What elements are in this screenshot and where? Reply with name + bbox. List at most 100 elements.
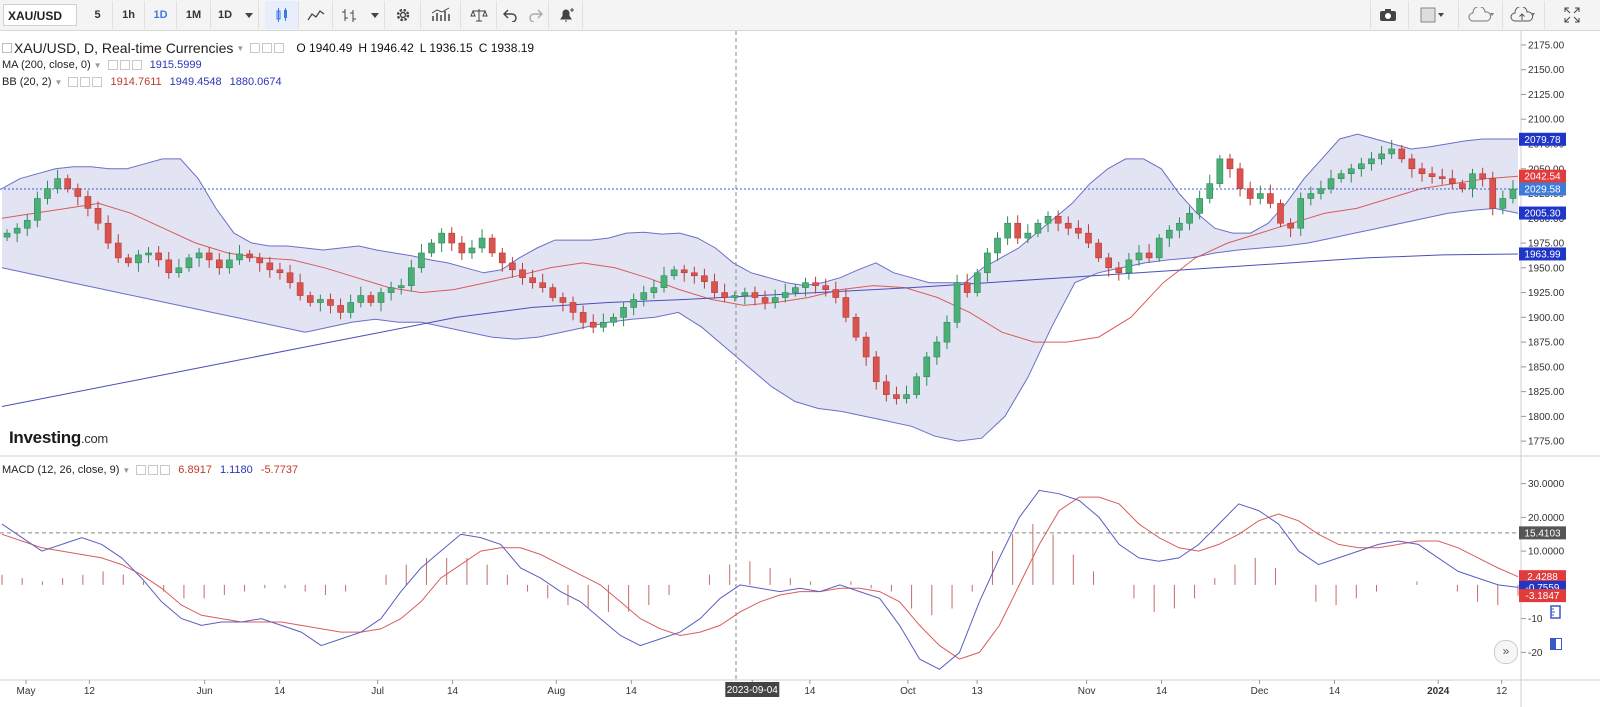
gear-icon[interactable] (262, 43, 273, 53)
bb-mid-value: 1914.7611 (110, 76, 162, 88)
candles-icon[interactable] (265, 1, 299, 29)
candle-body (610, 317, 617, 323)
y-tick-label: 2175.00 (1528, 40, 1565, 51)
candle-body (114, 242, 122, 259)
candle-body (1186, 213, 1193, 224)
interval-1m-button[interactable]: 1M (177, 1, 211, 29)
y-tick-label: 2150.00 (1528, 65, 1565, 76)
candle-body (458, 242, 466, 254)
alert-icon[interactable] (549, 1, 583, 29)
candle-body (620, 307, 627, 318)
interval-1d-button[interactable]: 1D (145, 1, 177, 29)
eye-icon[interactable] (107, 60, 118, 70)
candle-body (1054, 216, 1062, 224)
candle-body (761, 297, 769, 303)
price-tag-label: 2042.54 (1524, 172, 1561, 183)
candle-body (933, 341, 941, 358)
candle-body (377, 292, 385, 303)
candle-body (165, 259, 173, 274)
candle-body (994, 237, 1001, 254)
chevron-down-icon[interactable] (239, 1, 259, 29)
price-tag (1519, 182, 1566, 196)
interval-select-button[interactable]: 1D (217, 9, 233, 21)
chevron-down-icon[interactable]: ▼ (93, 60, 102, 70)
ruler-icon[interactable] (1548, 604, 1564, 620)
y-tick-label: 1825.00 (1528, 387, 1565, 398)
candle-body (943, 321, 951, 343)
gear-icon[interactable] (80, 77, 91, 87)
ma-label: MA (200, close, 0) (2, 59, 91, 71)
candle-body (327, 299, 334, 306)
dropdown-icon[interactable] (365, 1, 385, 29)
close-icon[interactable] (274, 43, 285, 53)
y-tick-label: 1975.00 (1528, 239, 1565, 250)
cloud-upload-icon[interactable] (1502, 1, 1543, 29)
price-chart[interactable]: 2175.002150.002125.002100.002075.002050.… (0, 31, 1600, 707)
candle-body (1196, 198, 1203, 214)
candle-body (953, 282, 961, 323)
candle-body (802, 282, 809, 288)
candle-body (84, 196, 92, 209)
scroll-right-button[interactable]: » (1494, 640, 1518, 664)
gear-icon[interactable] (148, 465, 159, 475)
close-icon[interactable] (131, 60, 142, 70)
candle-body (23, 219, 31, 229)
candle-body (509, 262, 516, 271)
candle-body (781, 292, 789, 298)
close-icon[interactable] (92, 77, 103, 87)
ma-value: 1915.5999 (149, 59, 202, 71)
macd-line (1, 489, 1519, 670)
line-chart-icon[interactable] (299, 1, 333, 29)
collapse-icon[interactable] (2, 43, 12, 53)
legend-tools[interactable] (250, 43, 285, 53)
bb-legend: BB (20, 2) ▼ 1914.7611 1949.4548 1880.06… (2, 76, 282, 88)
y-tick-label: 1900.00 (1528, 313, 1565, 324)
settings-icon[interactable] (385, 1, 421, 29)
eye-icon[interactable] (68, 77, 79, 87)
x-tick-label: Jul (371, 686, 384, 697)
candle-body (670, 269, 678, 277)
candle-body (266, 262, 274, 271)
chevron-down-icon[interactable]: ▼ (54, 77, 63, 87)
interval-1h-button[interactable]: 1h (113, 1, 145, 29)
chevron-down-icon[interactable]: ▼ (236, 43, 245, 53)
bars-icon[interactable] (333, 1, 365, 29)
toolbar: XAU/USD 5 1h 1D 1M 1D (0, 0, 1600, 31)
macd-signal-line (1, 496, 1519, 660)
book-icon[interactable] (1548, 636, 1564, 652)
interval-5-button[interactable]: 5 (83, 1, 113, 29)
candle-body (1064, 222, 1072, 229)
candle-body (145, 252, 152, 256)
gear-icon[interactable] (119, 60, 130, 70)
symbol-input[interactable]: XAU/USD (3, 4, 77, 26)
candle-body (559, 297, 567, 303)
eye-icon[interactable] (136, 465, 147, 475)
x-tick-label: 12 (84, 686, 96, 697)
candle-body (1418, 168, 1426, 175)
compare-icon[interactable] (461, 1, 497, 29)
candle-body (1489, 178, 1497, 209)
close-icon[interactable] (160, 465, 171, 475)
undo-icon[interactable] (497, 1, 523, 29)
fullscreen-icon[interactable] (1544, 1, 1599, 29)
x-tick-label: 2024 (1427, 686, 1450, 697)
candle-body (64, 178, 72, 189)
candle-body (236, 253, 243, 261)
candle-body (923, 356, 931, 378)
candle-body (256, 257, 264, 264)
cloud-save-icon[interactable] (1458, 1, 1503, 29)
eye-icon[interactable] (250, 43, 261, 53)
candle-body (74, 188, 82, 197)
candle-body (195, 252, 203, 259)
chevron-down-icon[interactable]: ▼ (122, 465, 131, 475)
layout-icon[interactable] (1408, 1, 1455, 29)
redo-icon[interactable] (523, 1, 549, 29)
candle-body (1155, 237, 1163, 259)
x-tick-label: 14 (447, 686, 459, 697)
camera-icon[interactable] (1370, 1, 1405, 29)
indicators-icon[interactable] (421, 1, 461, 29)
macd-price-tag-label: 2.4288 (1527, 572, 1558, 583)
candle-body (286, 272, 294, 283)
candle-body (215, 259, 223, 269)
candle-body (862, 336, 870, 358)
